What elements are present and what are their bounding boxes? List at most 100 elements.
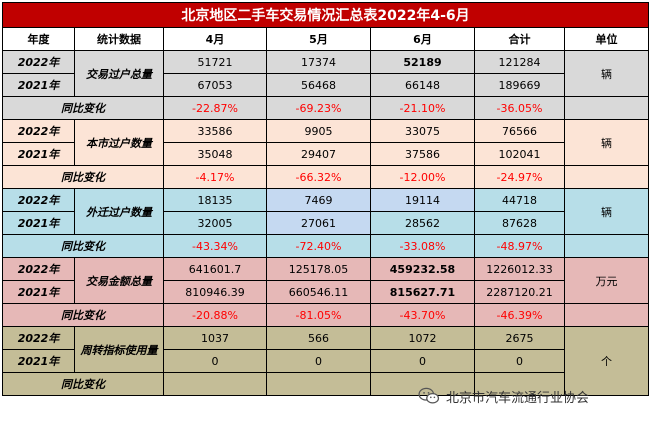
- value-cell: 44718: [474, 188, 565, 212]
- value-cell: 33075: [370, 119, 475, 143]
- empty-cell: [563, 165, 650, 189]
- year-cell: 2021年: [2, 211, 75, 235]
- year-cell: 2022年: [2, 188, 75, 212]
- metric-cell: 本市过户数量: [74, 119, 164, 166]
- table-row: 2022年 交易过户总量 51721 17374 52189 121284 辆: [2, 50, 650, 97]
- value-cell: 1037: [163, 326, 267, 350]
- empty-cell: [563, 234, 650, 258]
- value-cell: 0: [370, 349, 475, 373]
- table-row: 2022年 周转指标使用量 1037 566 1072 2675 个: [2, 326, 650, 396]
- table-row: 2021年 0 0 0 0: [2, 349, 649, 373]
- year-cell: 2022年: [2, 326, 75, 350]
- unit-cell: 个: [563, 326, 650, 396]
- table-row: 2021年 67053 56468 66148 189669: [2, 73, 649, 97]
- value-cell: 18135: [163, 188, 267, 212]
- yoy-label: 同比变化: [2, 303, 164, 327]
- table-row: 2021年 32005 27061 28562 87628: [2, 211, 649, 235]
- header-jun: 6月: [370, 27, 475, 51]
- value-cell: 660546.11: [266, 280, 371, 304]
- value-cell: 56468: [266, 73, 371, 97]
- year-cell: 2021年: [2, 73, 75, 97]
- yoy-cell: -36.05%: [474, 96, 565, 120]
- yoy-row: 同比变化: [2, 372, 649, 396]
- yoy-cell: [163, 372, 267, 396]
- value-cell: 19114: [370, 188, 475, 212]
- value-cell: 2675: [474, 326, 565, 350]
- value-cell: 87628: [474, 211, 565, 235]
- metric-cell: 交易金额总量: [74, 257, 164, 304]
- value-cell: 33586: [163, 119, 267, 143]
- yoy-cell: -21.10%: [370, 96, 475, 120]
- yoy-cell: -4.17%: [163, 165, 267, 189]
- value-cell: 0: [474, 349, 565, 373]
- value-cell: 66148: [370, 73, 475, 97]
- year-cell: 2022年: [2, 257, 75, 281]
- yoy-cell: -81.05%: [266, 303, 371, 327]
- yoy-label: 同比变化: [2, 372, 164, 396]
- table-row: 2022年 交易金额总量 641601.7 125178.05 459232.5…: [2, 257, 650, 304]
- metric-cell: 周转指标使用量: [74, 326, 164, 373]
- table-row: 2022年 外迁过户数量 18135 7469 19114 44718 辆: [2, 188, 650, 235]
- year-cell: 2022年: [2, 119, 75, 143]
- yoy-cell: [474, 372, 565, 396]
- value-cell: 641601.7: [163, 257, 267, 281]
- yoy-cell: -43.34%: [163, 234, 267, 258]
- table-row: 2021年 35048 29407 37586 102041: [2, 142, 649, 166]
- header-total: 合计: [474, 27, 565, 51]
- yoy-row: 同比变化 -20.88% -81.05% -43.70% -46.39%: [2, 303, 650, 327]
- value-cell: 29407: [266, 142, 371, 166]
- value-cell: 121284: [474, 50, 565, 74]
- value-cell: 815627.71: [370, 280, 475, 304]
- metric-cell: 外迁过户数量: [74, 188, 164, 235]
- value-cell: 27061: [266, 211, 371, 235]
- header-may: 5月: [266, 27, 371, 51]
- yoy-row: 同比变化 -43.34% -72.40% -33.08% -48.97%: [2, 234, 650, 258]
- yoy-label: 同比变化: [2, 96, 164, 120]
- header-unit: 单位: [563, 27, 650, 51]
- value-cell: 125178.05: [266, 257, 371, 281]
- value-cell: 566: [266, 326, 371, 350]
- yoy-label: 同比变化: [2, 234, 164, 258]
- watermark: 北京市汽车流通行业协会: [418, 385, 589, 407]
- yoy-cell: -20.88%: [163, 303, 267, 327]
- value-cell: 17374: [266, 50, 371, 74]
- year-cell: 2021年: [2, 142, 75, 166]
- yoy-row: 同比变化 -22.87% -69.23% -21.10% -36.05%: [2, 96, 650, 120]
- yoy-cell: -43.70%: [370, 303, 475, 327]
- yoy-cell: -24.97%: [474, 165, 565, 189]
- unit-cell: 辆: [563, 50, 650, 97]
- value-cell: 0: [266, 349, 371, 373]
- unit-cell: 辆: [563, 188, 650, 235]
- value-cell: 0: [163, 349, 267, 373]
- value-cell: 189669: [474, 73, 565, 97]
- year-cell: 2021年: [2, 280, 75, 304]
- yoy-cell: -72.40%: [266, 234, 371, 258]
- value-cell: 37586: [370, 142, 475, 166]
- value-cell: 102041: [474, 142, 565, 166]
- year-cell: 2021年: [2, 349, 75, 373]
- header-stat: 统计数据: [74, 27, 164, 51]
- yoy-cell: -46.39%: [474, 303, 565, 327]
- value-cell: 459232.58: [370, 257, 475, 281]
- value-cell: 28562: [370, 211, 475, 235]
- value-cell: 1226012.33: [474, 257, 565, 281]
- value-cell: 9905: [266, 119, 371, 143]
- value-cell: 2287120.21: [474, 280, 565, 304]
- value-cell: 52189: [370, 50, 475, 74]
- watermark-text: 北京市汽车流通行业协会: [446, 390, 590, 406]
- value-cell: 810946.39: [163, 280, 267, 304]
- value-cell: 76566: [474, 119, 565, 143]
- yoy-cell: -12.00%: [370, 165, 475, 189]
- value-cell: 7469: [266, 188, 371, 212]
- yoy-cell: -33.08%: [370, 234, 475, 258]
- yoy-label: 同比变化: [2, 165, 164, 189]
- yoy-cell: [266, 372, 371, 396]
- yoy-cell: -22.87%: [163, 96, 267, 120]
- yoy-cell: [370, 372, 475, 396]
- value-cell: 32005: [163, 211, 267, 235]
- header-row: 年度 统计数据 4月 5月 6月 合计 单位: [2, 27, 650, 51]
- empty-cell: [563, 96, 650, 120]
- year-cell: 2022年: [2, 50, 75, 74]
- yoy-cell: -48.97%: [474, 234, 565, 258]
